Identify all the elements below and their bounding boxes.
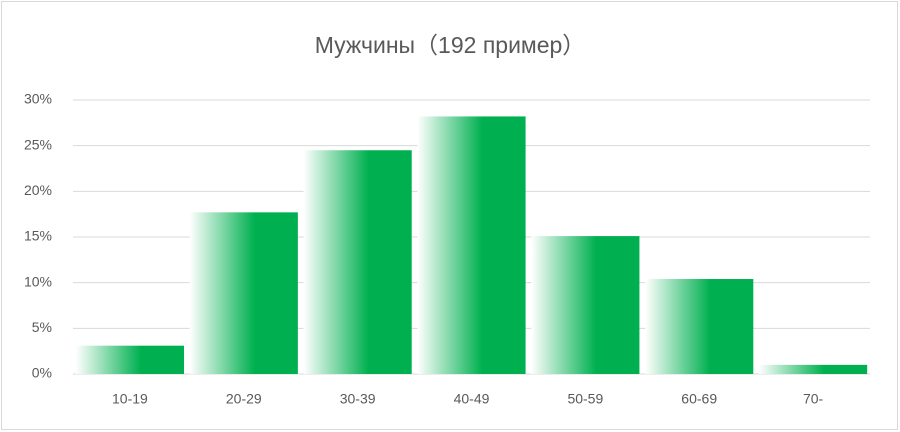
x-tick-label: 70-: [803, 391, 824, 407]
bar: [531, 236, 640, 374]
y-tick-label: 30%: [24, 91, 52, 107]
bar: [303, 150, 412, 374]
y-tick-label: 0%: [32, 365, 52, 381]
x-tick-label: 20-29: [226, 391, 262, 407]
y-tick-label: 15%: [24, 228, 52, 244]
x-tick-label: 30-39: [340, 391, 376, 407]
chart-title: Мужчины（192 пример）: [315, 32, 586, 58]
x-tick-label: 60-69: [681, 391, 717, 407]
x-tick-label: 50-59: [567, 391, 603, 407]
x-tick-label: 10-19: [112, 391, 148, 407]
bar: [75, 345, 185, 374]
y-tick-label: 10%: [24, 273, 52, 289]
bar: [758, 364, 868, 374]
y-tick-label: 20%: [24, 182, 52, 198]
bar: [417, 116, 526, 374]
bar: [645, 279, 754, 374]
bar: [189, 212, 298, 374]
y-tick-label: 5%: [32, 319, 52, 335]
x-tick-label: 40-49: [454, 391, 490, 407]
y-tick-label: 25%: [24, 136, 52, 152]
